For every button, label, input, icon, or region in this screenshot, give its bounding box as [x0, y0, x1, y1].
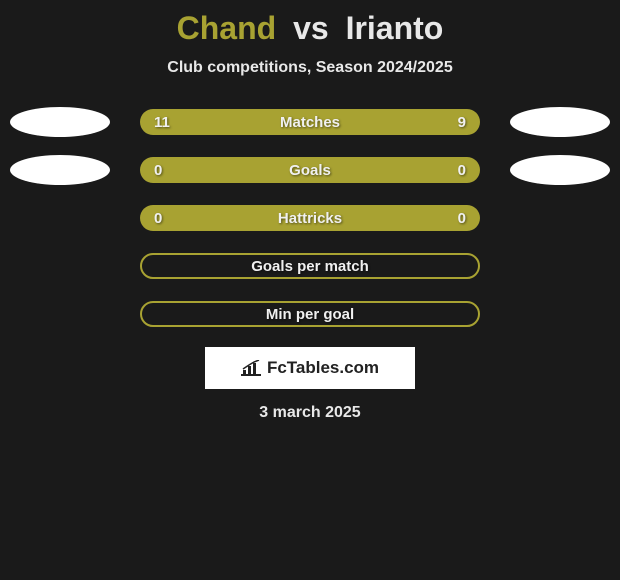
stat-value-right: 0 [458, 210, 466, 227]
stat-value-right: 0 [458, 162, 466, 179]
player2-name: Irianto [346, 10, 444, 46]
player1-ellipse [10, 155, 110, 185]
main-container: Chand vs Irianto Club competitions, Seas… [0, 0, 620, 422]
stat-bar: 0 Hattricks 0 [140, 205, 480, 231]
logo-box: FcTables.com [205, 347, 415, 389]
stat-value-left: 0 [154, 210, 162, 227]
stat-value-left: 11 [154, 114, 170, 131]
stat-bar: 0 Goals 0 [140, 157, 480, 183]
stat-bar: Goals per match [140, 253, 480, 279]
stat-label: Matches [280, 114, 340, 131]
comparison-row: 0 Hattricks 0 [0, 203, 620, 233]
stat-label: Goals per match [251, 258, 369, 275]
player2-ellipse [510, 107, 610, 137]
stat-label: Min per goal [266, 306, 354, 323]
vs-text: vs [293, 10, 329, 46]
comparison-row: Goals per match [0, 251, 620, 281]
comparison-row: 11 Matches 9 [0, 107, 620, 137]
stat-value-right: 9 [458, 114, 466, 131]
stat-bar: 11 Matches 9 [140, 109, 480, 135]
comparison-row: 0 Goals 0 [0, 155, 620, 185]
chart-icon [241, 360, 261, 376]
page-title: Chand vs Irianto [0, 10, 620, 47]
date-text: 3 march 2025 [0, 404, 620, 422]
logo-text: FcTables.com [267, 358, 379, 378]
player2-ellipse [510, 155, 610, 185]
stat-label: Goals [289, 162, 331, 179]
comparison-rows: 11 Matches 9 0 Goals 0 0 Hattricks 0 Goals per ma… [0, 107, 620, 329]
comparison-row: Min per goal [0, 299, 620, 329]
player1-ellipse [10, 107, 110, 137]
subtitle: Club competitions, Season 2024/2025 [0, 59, 620, 77]
stat-label: Hattricks [278, 210, 342, 227]
player1-name: Chand [177, 10, 277, 46]
stat-value-left: 0 [154, 162, 162, 179]
stat-bar: Min per goal [140, 301, 480, 327]
